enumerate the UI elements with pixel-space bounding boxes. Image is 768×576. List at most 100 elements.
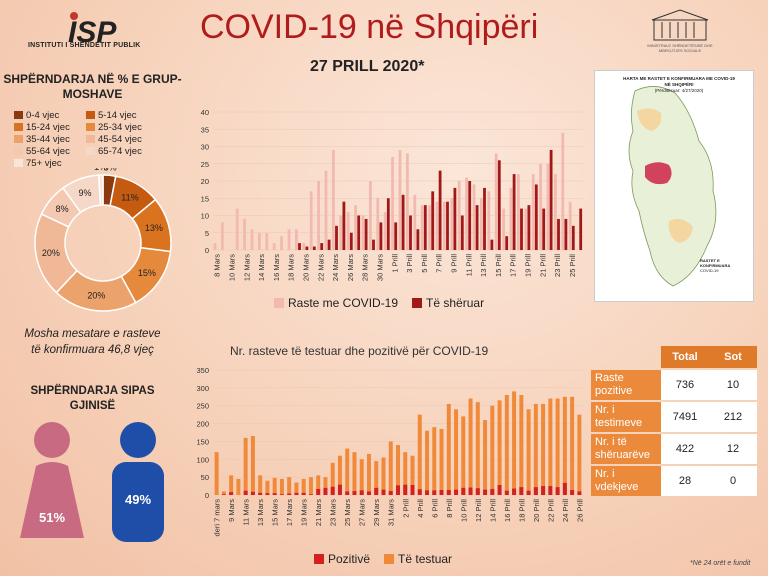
- legend-swatch: [314, 554, 324, 564]
- bar: [309, 191, 313, 250]
- bar: [579, 208, 583, 250]
- ministry-building-icon: [651, 9, 709, 41]
- donut-label: 20%: [87, 291, 105, 301]
- bar: [479, 198, 483, 250]
- bar: [366, 491, 371, 495]
- bar: [450, 198, 454, 250]
- ministry-emblem: MINISTRIA E SHËNDETËSISË DHE MBROJTJES S…: [640, 8, 720, 58]
- y-tick-label: 350: [196, 366, 209, 375]
- bar: [287, 477, 292, 495]
- bar: [439, 428, 444, 495]
- bar: [524, 208, 528, 250]
- x-tick-label: 10 Mars: [228, 254, 237, 281]
- bar: [548, 486, 553, 495]
- bar: [229, 475, 234, 495]
- age-legend-item: 15-24 vjec: [14, 122, 86, 134]
- bar: [439, 490, 444, 495]
- bar: [555, 487, 560, 495]
- legend-swatch: [14, 111, 23, 119]
- x-tick-label: 23 Prill: [553, 254, 562, 277]
- donut-label: 3%: [104, 168, 117, 172]
- bar: [349, 232, 353, 250]
- y-tick-label: 25: [201, 160, 209, 169]
- bar: [383, 212, 387, 250]
- bar: [376, 198, 380, 250]
- bar: [490, 488, 495, 495]
- bar: [570, 490, 575, 495]
- bar: [339, 215, 343, 250]
- bar: [337, 484, 342, 495]
- bar: [298, 243, 301, 250]
- bar: [213, 243, 217, 250]
- bar: [381, 489, 386, 495]
- gender-figure: 51% 49%: [20, 422, 164, 542]
- x-tick-label: deri 7 mars: [213, 499, 222, 537]
- map-title: HARTA ME RASTET E KONFIRMUARA ME COVID-1…: [623, 76, 735, 93]
- bar: [428, 205, 431, 250]
- bar: [461, 416, 466, 495]
- age-legend: 0-4 vjec 5-14 vjec 15-24 vjec 25-34 vjec 35-…: [14, 110, 164, 170]
- bar: [368, 181, 372, 250]
- stats-header-row: Total Sot: [591, 346, 757, 368]
- bar: [483, 489, 488, 495]
- bar: [417, 489, 422, 495]
- x-tick-label: 17 Mars: [285, 499, 294, 526]
- bar: [435, 201, 439, 250]
- bar: [413, 194, 417, 250]
- bar: [420, 205, 424, 250]
- bar: [394, 222, 398, 250]
- x-tick-label: 20 Prill: [532, 499, 541, 522]
- bar: [533, 487, 538, 495]
- x-tick-label: 7 Prill: [435, 254, 444, 273]
- bar: [381, 457, 386, 495]
- chart2-legend: Pozitivë Të testuar: [300, 552, 452, 566]
- bar: [512, 488, 517, 495]
- bar: [557, 218, 560, 250]
- bar: [294, 482, 299, 495]
- bar: [533, 403, 538, 495]
- bar: [487, 191, 491, 250]
- bar: [287, 229, 291, 250]
- map-legend: RASTET E KONFIRMUARA COVID-19: [700, 258, 731, 273]
- bar: [308, 477, 313, 495]
- stats-label: Raste pozitive: [591, 370, 661, 400]
- bar: [272, 477, 277, 495]
- bar: [562, 396, 567, 495]
- bar: [454, 489, 459, 495]
- bar: [243, 218, 246, 250]
- bar: [354, 205, 357, 250]
- x-tick-label: 13 Mars: [256, 499, 265, 526]
- bar: [327, 239, 331, 250]
- y-tick-label: 35: [201, 125, 209, 134]
- bar: [265, 493, 270, 495]
- x-tick-label: 28 Mars: [361, 254, 370, 281]
- bar: [294, 229, 298, 250]
- bar: [250, 229, 254, 250]
- donut-label: 9%: [79, 188, 92, 198]
- bar: [396, 485, 400, 495]
- bar: [403, 452, 408, 495]
- bar: [352, 452, 357, 495]
- bar: [539, 163, 542, 250]
- age-donut-chart: 3% 11% 13% 15% 20% 20% 8% 9% 1%: [34, 168, 172, 312]
- bar: [316, 475, 321, 495]
- col-today: Sot: [709, 346, 757, 368]
- female-pct: 51%: [39, 510, 65, 525]
- x-tick-label: 31 Mars: [387, 499, 396, 526]
- bar: [432, 490, 437, 495]
- bar: [531, 174, 535, 250]
- bar: [423, 205, 427, 250]
- bar: [465, 177, 468, 250]
- chart1-legend: Raste me COVID-19 Të shëruar: [260, 296, 484, 310]
- x-tick-label: 19 Prill: [524, 254, 533, 277]
- x-tick-label: 25 Mars: [343, 499, 352, 526]
- stats-label: Nr. i vdekjeve: [591, 466, 661, 496]
- bar: [272, 493, 277, 495]
- bar: [568, 201, 572, 250]
- bar: [409, 215, 412, 250]
- stats-row: Nr. i vdekjeve 28 0: [591, 466, 757, 496]
- x-tick-label: 6 Prill: [430, 499, 439, 518]
- stats-total: 7491: [661, 402, 709, 432]
- y-tick-label: 30: [201, 143, 209, 152]
- albania-map: [594, 70, 754, 302]
